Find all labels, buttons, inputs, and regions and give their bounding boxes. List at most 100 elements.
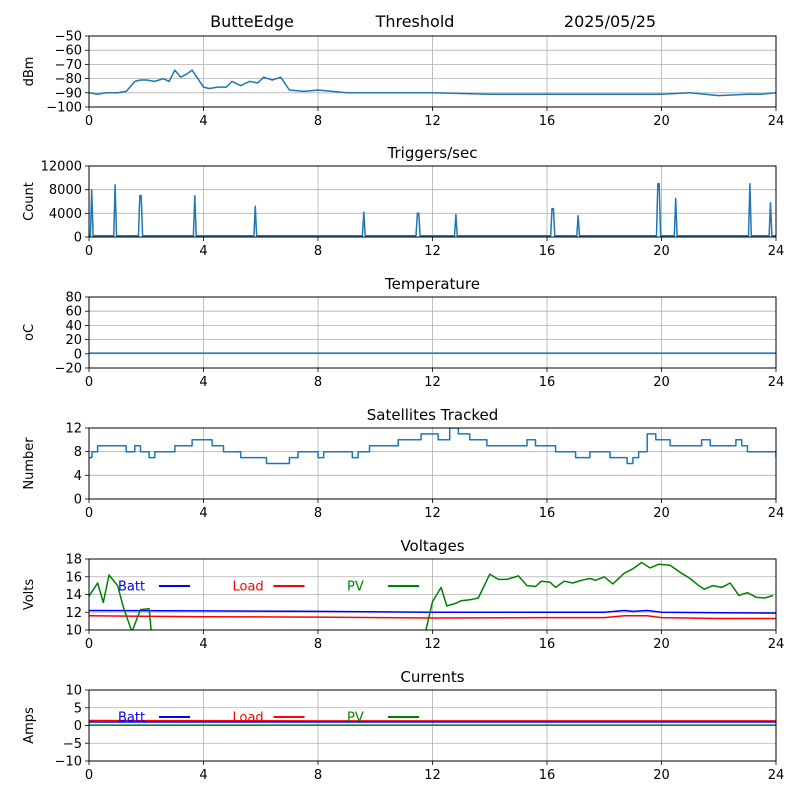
x-tick-label-2: 8	[314, 768, 322, 783]
plot-area	[89, 719, 776, 726]
x-tick-label-6: 24	[768, 506, 785, 521]
x-tick-label-5: 20	[653, 768, 670, 783]
series-line-0	[89, 69, 776, 97]
x-tick-label-3: 12	[424, 506, 441, 521]
station-name: ButteEdge	[210, 12, 294, 31]
legend-label-load: Load	[233, 580, 264, 595]
x-tick-label-3: 12	[424, 768, 441, 783]
chart-panel-0: 0 4 8 12 16 20 24 −100−90−80−70−60−50 dBm	[22, 30, 784, 130]
x-tick-label-0: 0	[85, 244, 93, 259]
x-tick-label-4: 16	[539, 506, 556, 521]
y-tick-label-4: 10	[65, 684, 82, 699]
plot-area	[89, 183, 776, 237]
x-tick-label-1: 4	[199, 375, 207, 390]
series-line-pv	[89, 561, 774, 630]
x-tick-label-5: 20	[653, 375, 670, 390]
plot-area	[89, 561, 776, 630]
x-tick-label-2: 8	[314, 637, 322, 652]
date-label: 2025/05/25	[564, 12, 656, 31]
y-tick-label-2: 8000	[49, 183, 82, 198]
x-tick-label-4: 16	[539, 244, 556, 259]
series-line-0	[89, 183, 776, 237]
y-tick-label-2: 14	[65, 588, 82, 603]
y-tick-label-4: 60	[65, 305, 82, 320]
x-tick-label-5: 20	[653, 114, 670, 129]
y-tick-label-0: 0	[74, 231, 82, 246]
y-axis-label: Count	[22, 182, 37, 221]
x-tick-label-2: 8	[314, 114, 322, 129]
legend-label-pv: PV	[347, 580, 364, 595]
x-tick-label-4: 16	[539, 768, 556, 783]
chart-panel-4: 0 4 8 12 16 20 24 10 12 14 16 18 Voltages Volts Batt Lo…	[22, 537, 784, 652]
chart-panel-1: 0 4 8 12 16 20 24 0 4000 8000 12000 Triggers/sec Cou…	[22, 144, 784, 259]
x-tick-label-5: 20	[653, 244, 670, 259]
x-tick-label-3: 12	[424, 637, 441, 652]
y-tick-label-3: 12	[65, 422, 82, 437]
y-tick-label-4: −60	[55, 44, 82, 59]
series-line-0	[89, 428, 776, 465]
panel-title: Currents	[400, 668, 464, 686]
y-axis-label: dBm	[22, 57, 37, 87]
series-line-load	[89, 615, 776, 620]
y-tick-label-1: 4	[74, 469, 82, 484]
legend: Batt Load PV	[118, 580, 419, 595]
y-axis-label: Amps	[22, 707, 37, 744]
legend-label-pv: PV	[347, 711, 364, 726]
y-tick-label-5: 80	[65, 291, 82, 306]
y-tick-label-2: −80	[55, 72, 82, 87]
chart-panel-5: 0 4 8 12 16 20 24 −10 −5 0 5 10 Currents Amps Batt Load…	[22, 668, 784, 783]
x-tick-label-4: 16	[539, 114, 556, 129]
threshold-label: Threshold	[375, 12, 455, 31]
y-axis-label: oC	[22, 324, 37, 341]
x-tick-label-0: 0	[85, 768, 93, 783]
x-tick-label-5: 20	[653, 637, 670, 652]
x-tick-label-3: 12	[424, 375, 441, 390]
panel-title: Temperature	[384, 275, 480, 293]
panel-title: Voltages	[400, 537, 464, 555]
y-tick-label-3: −70	[55, 58, 82, 73]
panel-title: Triggers/sec	[387, 144, 478, 162]
y-axis-label: Number	[22, 437, 37, 490]
y-tick-label-4: 18	[65, 553, 82, 568]
x-tick-label-1: 4	[199, 506, 207, 521]
y-axis-label: Volts	[22, 579, 37, 611]
x-tick-label-6: 24	[768, 637, 785, 652]
x-tick-label-4: 16	[539, 375, 556, 390]
panel-title: Satellites Tracked	[367, 406, 498, 424]
y-tick-label-2: 0	[74, 719, 82, 734]
x-tick-label-1: 4	[199, 244, 207, 259]
x-tick-label-3: 12	[424, 244, 441, 259]
series-line-batt	[89, 609, 776, 614]
x-tick-label-2: 8	[314, 506, 322, 521]
x-tick-label-6: 24	[768, 244, 785, 259]
x-tick-label-0: 0	[85, 637, 93, 652]
y-tick-label-3: 40	[65, 319, 82, 334]
x-tick-label-0: 0	[85, 114, 93, 129]
y-tick-label-1: 0	[74, 347, 82, 362]
y-tick-label-3: 5	[74, 701, 82, 716]
x-tick-label-6: 24	[768, 375, 785, 390]
y-tick-label-5: −50	[55, 30, 82, 45]
y-tick-label-1: −90	[55, 86, 82, 101]
y-tick-label-0: −100	[46, 101, 82, 116]
plot-area	[89, 428, 776, 465]
x-tick-label-1: 4	[199, 768, 207, 783]
chart-panel-3: 0 4 8 12 16 20 24 0 4 8 12 Satellites Tracked Number	[22, 406, 784, 521]
legend-label-batt: Batt	[118, 711, 145, 726]
x-tick-label-4: 16	[539, 637, 556, 652]
x-tick-label-1: 4	[199, 637, 207, 652]
x-tick-label-0: 0	[85, 506, 93, 521]
x-tick-label-0: 0	[85, 375, 93, 390]
x-tick-label-5: 20	[653, 506, 670, 521]
y-tick-label-3: 16	[65, 570, 82, 585]
y-tick-label-0: 0	[74, 493, 82, 508]
plot-area	[89, 69, 776, 97]
y-tick-label-1: −5	[63, 737, 82, 752]
x-tick-label-6: 24	[768, 768, 785, 783]
y-tick-label-1: 4000	[49, 207, 82, 222]
y-tick-label-0: −10	[55, 755, 82, 770]
y-tick-label-0: 10	[65, 624, 82, 639]
